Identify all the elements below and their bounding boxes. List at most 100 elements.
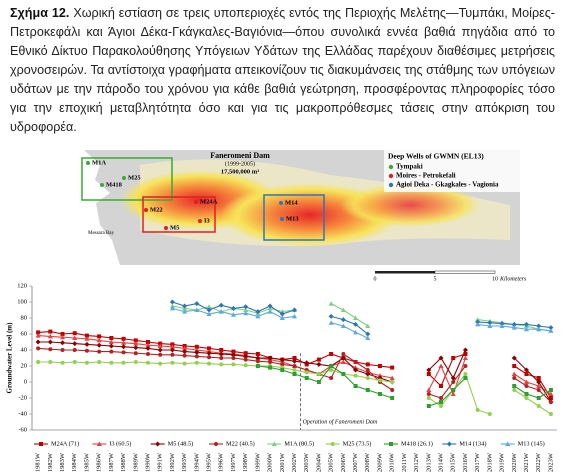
marker xyxy=(207,361,212,366)
marker xyxy=(271,441,277,446)
marker xyxy=(524,372,529,376)
x-tick-label: 1998W xyxy=(242,452,249,472)
annotation: Operation of Faneromeni Dam xyxy=(303,418,378,425)
marker xyxy=(330,442,335,446)
marker xyxy=(512,376,517,380)
marker xyxy=(511,371,517,376)
marker xyxy=(157,343,163,348)
marker xyxy=(450,375,456,381)
marker xyxy=(72,331,77,336)
marker xyxy=(329,376,334,380)
well-dot xyxy=(122,176,126,180)
marker xyxy=(462,355,468,360)
x-tick-label: 1985W xyxy=(83,452,90,472)
x-tick-label: 2013W xyxy=(425,452,432,472)
well-dot xyxy=(280,217,284,221)
marker xyxy=(48,360,53,364)
marker xyxy=(536,326,542,332)
marker xyxy=(475,408,480,412)
scale-label: 5 xyxy=(434,276,437,282)
well-dot xyxy=(164,226,168,230)
marker xyxy=(340,359,346,364)
marker xyxy=(511,325,517,330)
x-tick-label: 2021W xyxy=(523,452,530,472)
scale-segment xyxy=(434,270,496,274)
marker xyxy=(446,441,452,447)
well-dot xyxy=(194,200,198,204)
marker xyxy=(487,323,493,328)
scale-segment xyxy=(375,271,435,274)
marker xyxy=(121,360,126,365)
marker xyxy=(292,356,297,360)
figure: M1A M25 M418 M24A M22 M5 I3 M14 M13 Mess… xyxy=(6,150,557,472)
x-tick-label: 2011W xyxy=(401,452,408,472)
marker xyxy=(536,388,541,392)
x-tick-label: 1989W xyxy=(132,452,139,472)
x-tick-label: 2019W xyxy=(499,452,506,472)
y-tick-label: 20 xyxy=(21,362,28,369)
marker xyxy=(279,357,285,363)
marker xyxy=(194,360,199,365)
x-tick-label: 2016W xyxy=(462,452,469,472)
marker xyxy=(439,396,444,400)
marker xyxy=(463,372,468,376)
dam-period: (1999-2005) xyxy=(225,160,255,167)
marker xyxy=(316,380,321,384)
marker xyxy=(109,360,114,365)
marker xyxy=(328,320,334,325)
y-tick-label: 60 xyxy=(21,330,28,337)
x-tick-label: 2000W xyxy=(267,452,274,472)
x-tick-label: 2001W xyxy=(279,452,286,472)
marker xyxy=(438,355,444,361)
x-tick-label: 1981W xyxy=(35,452,42,472)
marker xyxy=(214,442,218,446)
map-legend-label: Moires - Petrokefali xyxy=(396,172,456,180)
y-tick-label: 120 xyxy=(17,282,27,289)
legend-label: M13 (145) xyxy=(518,440,545,447)
well-label: M5 xyxy=(170,224,180,231)
x-tick-label: 2018W xyxy=(486,452,493,472)
map-legend-box xyxy=(384,150,520,192)
marker xyxy=(72,360,77,364)
marker xyxy=(157,347,163,353)
marker xyxy=(48,347,53,352)
marker xyxy=(304,376,309,380)
marker xyxy=(353,373,358,378)
marker xyxy=(279,315,285,320)
x-tick-label: 2005W xyxy=(328,452,335,472)
marker xyxy=(536,379,542,385)
marker xyxy=(60,348,65,352)
marker xyxy=(548,400,553,404)
map: M1A M25 M418 M24A M22 M5 I3 M14 M13 Mess… xyxy=(78,150,527,282)
marker xyxy=(389,375,395,380)
marker xyxy=(365,323,371,328)
marker xyxy=(194,347,200,352)
marker xyxy=(341,352,346,356)
marker xyxy=(121,336,126,341)
y-tick-label: 80 xyxy=(21,314,28,321)
legend-label: M418 (26.1) xyxy=(401,440,433,447)
marker xyxy=(169,305,175,311)
marker xyxy=(96,337,102,343)
marker xyxy=(97,360,102,364)
x-tick-label: 1992W xyxy=(169,452,176,472)
marker xyxy=(548,396,553,400)
marker xyxy=(292,372,297,376)
marker xyxy=(499,323,505,328)
x-tick-label: 2008W xyxy=(364,452,371,472)
marker xyxy=(353,384,358,388)
marker xyxy=(292,358,297,364)
x-tick-label: 1996W xyxy=(218,452,225,472)
marker xyxy=(365,362,370,367)
marker xyxy=(267,355,273,361)
x-tick-label: 1988W xyxy=(120,452,127,472)
marker xyxy=(353,321,359,327)
x-tick-label: 2009W xyxy=(376,452,383,472)
marker xyxy=(390,396,395,400)
well-label: M25 xyxy=(128,174,141,181)
chart: Groundwater Level (m) -60 -40 -20 0 20 40 60 80… xyxy=(6,282,557,472)
marker xyxy=(36,330,41,335)
marker xyxy=(145,340,150,344)
marker xyxy=(230,352,236,358)
marker xyxy=(243,357,248,362)
